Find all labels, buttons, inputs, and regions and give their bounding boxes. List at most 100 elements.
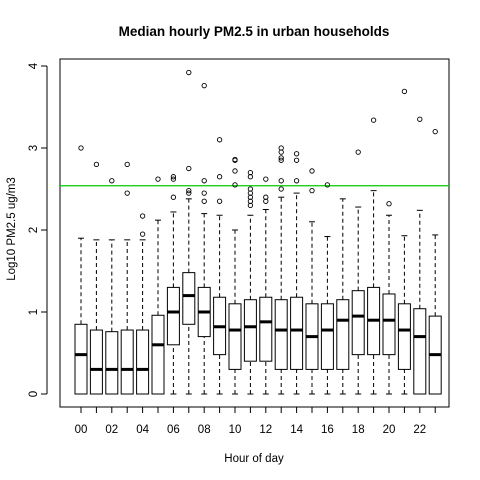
outlier-point [170,194,177,200]
outlier-point [370,117,377,123]
box-iqr [243,299,257,362]
outlier-point [124,190,130,196]
box-hour-19 [367,117,381,395]
box-hour-21 [397,88,411,395]
outlier-point [186,190,192,196]
chart-title: Median hourly PM2.5 in urban households [119,24,390,39]
outlier-point [78,145,84,151]
y-tick-label: 3 [28,145,40,151]
outlier-point [93,161,100,168]
outlier-point [170,176,177,182]
outlier-point [139,213,146,219]
x-tick-label: 22 [413,424,426,436]
box-iqr [259,296,273,362]
box-iqr [182,272,196,325]
outlier-point [170,174,177,180]
outlier-point [278,157,284,163]
outlier-point [278,155,284,161]
y-tick-label: 2 [28,227,40,233]
box-iqr [120,329,134,395]
box-hour-17 [336,198,350,395]
outlier-point [278,186,284,192]
outlier-point [293,151,300,157]
outlier-point [139,231,146,237]
box-iqr [290,296,304,370]
outlier-point [201,198,207,204]
y-axis-label: Log10 PM2.5 ug/m3 [6,177,18,281]
box-iqr [136,329,150,395]
x-tick-label: 18 [352,424,365,436]
box-hour-16 [320,182,334,395]
box-hour-06 [166,174,180,395]
box-hour-12 [259,176,273,395]
box-iqr [336,299,350,370]
box-hour-22 [413,116,427,395]
box-hour-23 [428,128,442,395]
outlier-point [216,137,223,143]
outlier-point [232,182,238,188]
box-hour-09 [213,137,227,395]
x-tick-label: 06 [167,424,180,436]
box-hour-03 [120,161,134,395]
y-tick-label: 4 [28,62,40,69]
box-hour-14 [290,151,304,395]
x-tick-label: 10 [229,424,242,436]
box-hour-10 [228,156,242,395]
outlier-point [263,176,269,182]
x-tick-label: 14 [290,424,303,436]
y-tick-label: 1 [28,309,40,315]
outlier-point [186,165,192,172]
outlier-point [432,128,438,135]
box-iqr [397,303,411,370]
outlier-point [201,190,207,196]
box-hour-07 [182,69,196,395]
outlier-point [247,174,254,180]
outlier-point [293,157,300,163]
outlier-point [386,201,392,207]
outlier-point [309,187,315,194]
outlier-point [186,187,192,194]
x-tick-label: 00 [75,424,88,436]
outlier-point [309,168,315,174]
outlier-point [278,178,284,184]
outlier-point [201,178,207,184]
y-tick-label: 0 [28,391,40,397]
box-iqr [166,286,180,346]
outlier-point [355,149,361,155]
outlier-point [201,83,207,89]
box-hour-01 [89,161,103,395]
x-tick-label: 02 [105,424,118,436]
outlier-point [109,178,115,184]
outlier-point [278,149,284,155]
box-iqr [382,293,396,356]
box-hour-00 [74,145,88,395]
outlier-point [417,116,423,122]
x-tick-label: 04 [136,424,149,436]
x-tick-label: 20 [383,424,396,436]
x-axis-label: Hour of day [224,453,284,465]
box-group [74,69,442,395]
box-iqr [320,303,334,370]
outlier-point [124,161,130,168]
box-hour-15 [305,168,319,395]
outlier-point [232,157,238,163]
box-iqr [151,314,165,395]
box-iqr [228,303,242,370]
box-iqr [413,308,427,395]
outlier-point [293,178,300,184]
box-hour-13 [274,145,288,395]
box-iqr [274,299,288,370]
box-hour-08 [197,83,211,395]
outlier-point [186,69,192,76]
outlier-point [324,182,331,188]
outlier-point [216,198,223,204]
outlier-point [263,198,269,204]
box-hour-18 [351,149,365,395]
box-hour-05 [151,176,165,395]
box-iqr [105,331,119,395]
outlier-point [247,202,254,209]
outlier-point [232,168,238,174]
